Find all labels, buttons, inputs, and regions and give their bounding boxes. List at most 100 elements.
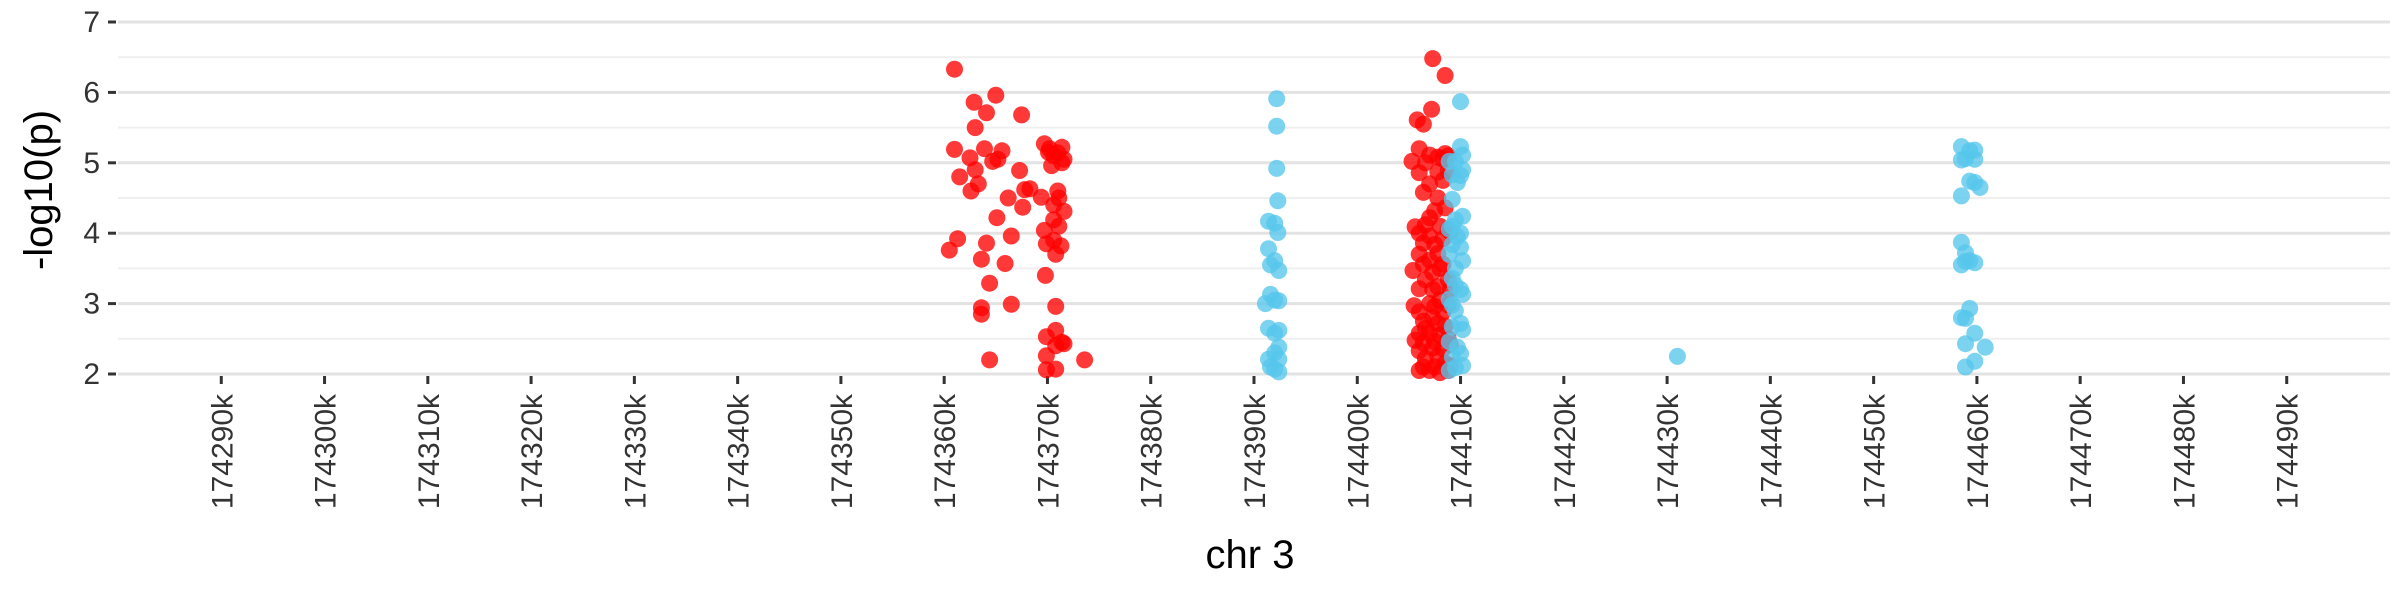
x-tick-label: 174460k <box>1962 393 1995 509</box>
data-point <box>966 161 984 179</box>
data-point <box>1268 90 1286 108</box>
data-point <box>1423 100 1441 118</box>
x-axis: 174290k 174300k 174310k 174320k 174330k 17434… <box>206 376 2305 509</box>
data-point <box>1421 175 1439 193</box>
x-tick-label: 174450k <box>1859 393 1892 509</box>
data-point <box>1270 363 1288 381</box>
y-tick-label: 6 <box>83 76 100 109</box>
data-point <box>1270 321 1288 339</box>
data-point <box>1976 338 1994 356</box>
data-point <box>1055 202 1073 220</box>
data-point <box>1270 350 1288 368</box>
data-point <box>976 140 993 158</box>
data-point <box>1424 50 1442 68</box>
x-tick-label: 174350k <box>826 393 859 509</box>
x-tick-label: 174340k <box>723 393 756 509</box>
data-point <box>1002 227 1020 245</box>
data-point <box>1036 266 1054 284</box>
data-point <box>1966 324 1984 342</box>
data-point <box>1047 360 1065 378</box>
x-tick-label: 174440k <box>1755 393 1788 509</box>
data-point <box>1270 338 1288 356</box>
y-tick-label: 2 <box>83 358 100 391</box>
data-point <box>1961 300 1979 317</box>
data-point <box>1055 150 1073 168</box>
y-tick-label: 7 <box>83 6 100 39</box>
x-tick-label: 174310k <box>413 393 446 509</box>
x-tick-label: 174360k <box>929 393 962 509</box>
x-tick-label: 174470k <box>2065 393 2098 509</box>
data-point <box>1269 192 1287 210</box>
data-point <box>1076 351 1094 369</box>
x-tick-label: 174430k <box>1652 393 1685 509</box>
y-tick-label: 4 <box>83 217 100 250</box>
data-point <box>946 60 963 78</box>
data-point <box>1047 297 1065 315</box>
data-point <box>1966 254 1984 272</box>
data-point <box>1454 285 1472 303</box>
data-point <box>1452 93 1469 111</box>
x-tick-label: 174320k <box>516 393 549 509</box>
data-point <box>1971 178 1989 196</box>
data-point <box>1668 347 1686 365</box>
data-point <box>1055 335 1073 353</box>
x-tick-label: 174490k <box>2272 393 2305 509</box>
data-point <box>1454 321 1472 339</box>
data-point <box>999 189 1017 207</box>
y-axis: 2 3 4 5 6 7 <box>83 6 116 391</box>
x-tick-label: 174370k <box>1032 393 1065 509</box>
y-tick-label: 5 <box>83 147 100 180</box>
data-point <box>1011 162 1029 179</box>
data-point <box>1270 262 1288 279</box>
x-tick-label: 174410k <box>1446 393 1479 509</box>
data-point <box>1966 150 1984 168</box>
data-point <box>972 250 990 268</box>
data-point <box>969 175 987 193</box>
x-tick-label: 174420k <box>1549 393 1582 509</box>
data-point <box>1050 189 1068 207</box>
data-point <box>1013 106 1031 124</box>
data-point <box>1454 146 1472 164</box>
data-point <box>1454 357 1472 375</box>
data-point <box>965 93 983 111</box>
data-point <box>988 209 1006 227</box>
data-point <box>1952 187 1970 205</box>
data-point <box>993 142 1011 160</box>
data-point <box>1454 207 1472 225</box>
x-tick-label: 174290k <box>206 393 239 509</box>
gridlines <box>118 20 2390 376</box>
data-point <box>1454 252 1472 270</box>
x-axis-title: chr 3 <box>1206 533 1295 577</box>
data-point <box>978 234 995 252</box>
data-point <box>987 86 1005 104</box>
data-point <box>981 351 999 369</box>
data-point <box>1436 67 1454 84</box>
data-point <box>1452 224 1469 242</box>
x-tick-label: 174300k <box>310 393 343 509</box>
data-point <box>972 305 990 323</box>
data-point <box>1268 117 1286 135</box>
y-axis-title: -log10(p) <box>17 110 61 270</box>
data-point <box>1050 217 1068 235</box>
data-point <box>1414 115 1432 133</box>
x-tick-label: 174400k <box>1342 393 1375 509</box>
data-point <box>949 230 967 248</box>
data-point <box>996 255 1014 272</box>
data-point <box>1052 237 1070 255</box>
data-point <box>966 119 984 137</box>
x-tick-label: 174330k <box>619 393 652 509</box>
x-tick-label: 174480k <box>2168 393 2201 509</box>
data-point <box>1443 190 1461 208</box>
data-point <box>1002 295 1020 313</box>
data-point <box>981 274 999 292</box>
data-point <box>1014 198 1032 216</box>
y-tick-label: 3 <box>83 288 100 321</box>
data-point <box>1032 188 1050 206</box>
data-point <box>951 168 969 186</box>
data-point <box>1270 292 1288 310</box>
data-point <box>1966 352 1984 370</box>
data-point <box>1452 238 1469 256</box>
data-points <box>940 50 1994 382</box>
x-tick-label: 174390k <box>1239 393 1272 509</box>
